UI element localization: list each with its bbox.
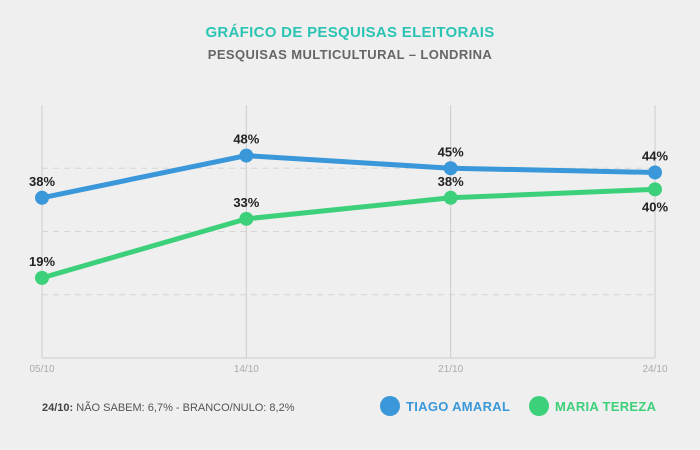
data-label: 33% — [233, 195, 259, 210]
data-label: 44% — [642, 148, 668, 163]
data-label: 19% — [29, 254, 55, 269]
legend-item-maria: MARIA TEREZA — [529, 396, 656, 416]
legend-label-tiago: TIAGO AMARAL — [406, 398, 511, 414]
data-labels: 38% 48% 45% 44% 19% 33% 38% 40% — [29, 132, 668, 269]
legend-label-maria: MARIA TEREZA — [555, 398, 657, 414]
data-point — [35, 270, 49, 285]
x-tick-label: 14/10 — [234, 364, 259, 375]
x-tick-label: 05/10 — [29, 364, 54, 375]
legend-marker-tiago — [380, 396, 400, 416]
series-line-1 — [39, 186, 658, 281]
data-point — [239, 148, 254, 163]
series-lines — [35, 148, 662, 285]
data-label: 38% — [438, 174, 464, 189]
data-point — [239, 211, 254, 226]
footnote-text: NÃO SABEM: 6,7% - BRANCO/NULO: 8,2% — [73, 402, 295, 414]
data-label: 40% — [642, 199, 668, 214]
data-label: 45% — [438, 144, 464, 159]
grid — [41, 105, 656, 359]
data-label: 48% — [233, 132, 259, 147]
x-tick-label: 21/10 — [438, 364, 463, 375]
data-point — [35, 190, 49, 205]
legend-item-tiago: TIAGO AMARAL — [380, 396, 510, 416]
series-line-0 — [39, 153, 658, 201]
chart-title: GRÁFICO DE PESQUISAS ELEITORAIS — [205, 24, 495, 41]
footnote: 24/10: NÃO SABEM: 6,7% - BRANCO/NULO: 8,… — [42, 402, 295, 414]
x-axis-ticks: 05/10 14/10 21/10 24/10 — [29, 364, 667, 375]
chart-subtitle: PESQUISAS MULTICULTURAL – LONDRINA — [207, 47, 493, 62]
data-point — [648, 182, 662, 197]
data-point — [443, 190, 458, 205]
data-label: 38% — [29, 174, 55, 189]
x-tick-label: 24/10 — [642, 364, 667, 375]
footnote-date: 24/10: — [42, 402, 74, 414]
legend-marker-maria — [529, 396, 549, 416]
data-point — [648, 165, 662, 180]
data-point — [443, 161, 458, 176]
